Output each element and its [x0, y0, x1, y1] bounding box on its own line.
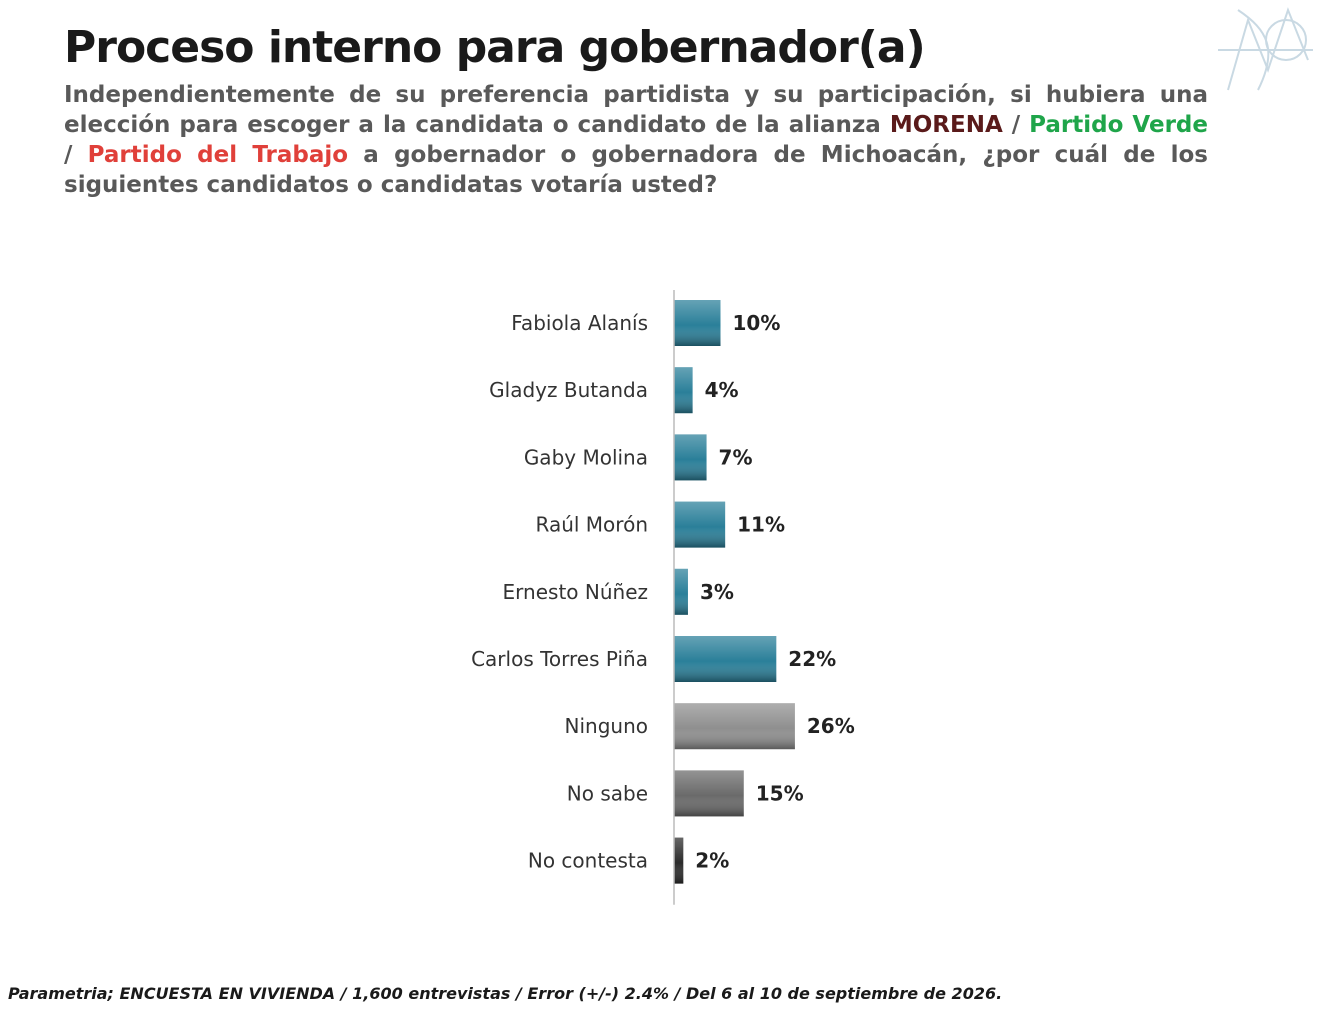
bar-shading	[674, 636, 777, 682]
corner-logo-watermark	[1218, 7, 1313, 91]
survey-question: Independientemente de su preferencia par…	[64, 80, 1208, 200]
party-verde: Partido Verde	[1029, 112, 1208, 138]
category-label: Raúl Morón	[536, 513, 649, 537]
bar-shading	[674, 434, 707, 481]
question-text-end: a gobernador o gobernadora de Michoacán,…	[64, 142, 1208, 198]
party-separator: /	[64, 142, 88, 168]
party-separator: /	[1002, 112, 1030, 138]
category-label: Ninguno	[565, 714, 648, 738]
party-pt: Partido del Trabajo	[87, 142, 349, 168]
bar-shading	[674, 703, 795, 750]
bar-shading	[674, 367, 693, 414]
value-label: 3%	[700, 580, 734, 604]
question-text-start: Independientemente de su preferencia par…	[64, 82, 1208, 138]
category-label: Fabiola Alanís	[511, 311, 648, 335]
page-title: Proceso interno para gobernador(a)	[64, 22, 926, 73]
bar-shading	[674, 568, 688, 615]
value-label: 10%	[733, 311, 781, 335]
value-label: 2%	[695, 849, 729, 873]
category-label: No sabe	[567, 781, 648, 805]
category-label: No contesta	[528, 849, 648, 873]
value-label: 7%	[719, 445, 753, 469]
bar-shading	[674, 837, 684, 884]
source-footnote: Parametria; ENCUESTA EN VIVIENDA / 1,600…	[8, 984, 1003, 1003]
category-label: Ernesto Núñez	[503, 580, 648, 604]
value-label: 22%	[788, 647, 836, 671]
category-label: Carlos Torres Piña	[471, 647, 648, 671]
category-label: Gladyz Butanda	[489, 378, 648, 402]
category-label: Gaby Molina	[524, 445, 648, 469]
party-morena: MORENA	[889, 112, 1003, 138]
bar-shading	[674, 770, 744, 817]
value-label: 15%	[756, 781, 804, 805]
value-label: 26%	[807, 714, 855, 738]
value-label: 4%	[705, 378, 739, 402]
bar-shading	[674, 501, 726, 548]
value-label: 11%	[737, 513, 785, 537]
bar-shading	[674, 300, 721, 346]
chart-bars: Fabiola Alanís 10% Gladyz Butanda 4% Gaby Mo…	[471, 300, 855, 884]
